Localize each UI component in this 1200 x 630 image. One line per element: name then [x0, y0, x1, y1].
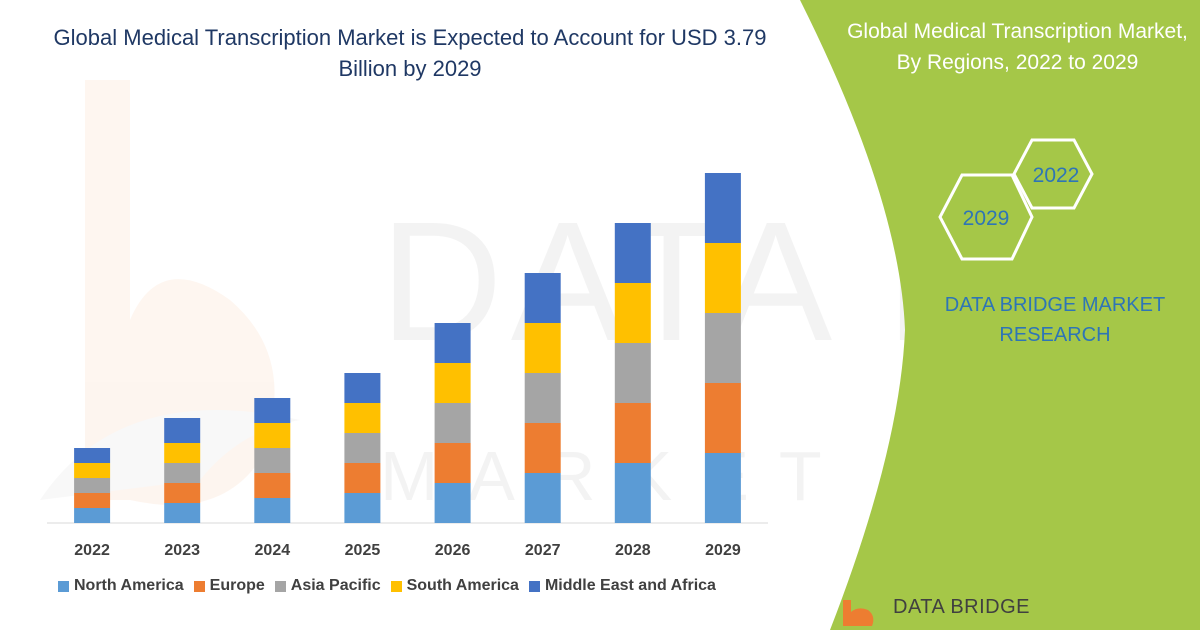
- footer-logo-icon: [843, 600, 874, 626]
- bar-2027-asia-pacific: [524, 373, 561, 423]
- bar-2027-middle-east-and-africa: [524, 273, 561, 323]
- legend-label: Europe: [209, 577, 265, 594]
- bar-2028-asia-pacific: [614, 343, 651, 403]
- bar-2025-middle-east-and-africa: [344, 373, 381, 403]
- bar-2029-europe: [704, 383, 741, 453]
- legend-swatch: [390, 580, 402, 592]
- bar-2022-asia-pacific: [74, 478, 111, 493]
- bar-2029-middle-east-and-africa: [704, 173, 741, 243]
- bar-2022-europe: [74, 493, 111, 508]
- x-tick-label: 2024: [255, 542, 291, 559]
- brand-name: DATA BRIDGE MARKET RESEARCH: [944, 294, 1166, 346]
- bar-2026-north-america: [434, 483, 471, 523]
- x-tick-label: 2026: [435, 542, 471, 559]
- bar-2027-north-america: [524, 473, 561, 523]
- bar-2028-north-america: [614, 463, 651, 523]
- hexagon-2022: 2022: [1012, 138, 1094, 210]
- bar-2025-north-america: [344, 493, 381, 523]
- bar-2024-asia-pacific: [254, 448, 291, 473]
- legend-item: Middle East and Africa: [528, 577, 716, 595]
- bar-2023-europe: [164, 483, 201, 503]
- bar-2025-south-america: [344, 403, 381, 433]
- legend-label: Middle East and Africa: [544, 577, 716, 594]
- legend-swatch: [528, 580, 540, 592]
- legend-item: Europe: [193, 577, 265, 595]
- bar-2026-asia-pacific: [434, 403, 471, 443]
- legend-label: South America: [406, 577, 519, 594]
- legend-item: South America: [390, 577, 519, 595]
- bar-2023-asia-pacific: [164, 463, 201, 483]
- x-tick-label: 2028: [615, 542, 651, 559]
- chart-title: Global Medical Transcription Market is E…: [53, 25, 767, 81]
- legend-swatch: [58, 580, 69, 592]
- x-tick-label: 2022: [74, 542, 110, 559]
- bar-2023-north-america: [164, 503, 201, 523]
- bar-2027-south-america: [524, 323, 561, 373]
- bar-2026-middle-east-and-africa: [434, 323, 471, 363]
- chart-legend: North America Europe Asia Pacific South Ame…: [58, 577, 726, 595]
- bar-2025-asia-pacific: [344, 433, 381, 463]
- footer-logo-text: DATA BRIDGE: [893, 596, 1031, 618]
- bar-2029-asia-pacific: [704, 313, 741, 383]
- bar-2025-europe: [344, 463, 381, 493]
- side-panel: [800, 0, 1200, 630]
- bar-2024-south-america: [254, 423, 291, 448]
- legend-item: North America: [58, 577, 184, 595]
- stacked-bar-chart: 2022 2023 2024 2025 2026 2027 2028 2029: [47, 173, 768, 559]
- bar-2028-europe: [614, 403, 651, 463]
- legend-swatch: [274, 580, 286, 592]
- bar-2026-europe: [434, 443, 471, 483]
- bar-2029-north-america: [704, 453, 741, 523]
- legend-item: Asia Pacific: [274, 577, 381, 595]
- x-tick-label: 2027: [525, 542, 561, 559]
- bar-2024-europe: [254, 473, 291, 498]
- hexagon-2029: 2029: [938, 173, 1034, 261]
- bar-2027-europe: [524, 423, 561, 473]
- hexagon-2022-label: 2022: [1033, 164, 1080, 187]
- bar-2026-south-america: [434, 363, 471, 403]
- legend-label: North America: [74, 577, 184, 594]
- x-tick-label: 2025: [345, 542, 381, 559]
- bar-2024-north-america: [254, 498, 291, 523]
- bar-2028-middle-east-and-africa: [614, 223, 651, 283]
- bar-2022-south-america: [74, 463, 111, 478]
- bar-2022-middle-east-and-africa: [74, 448, 111, 463]
- legend-swatch: [193, 580, 205, 592]
- bar-2023-south-america: [164, 443, 201, 463]
- x-tick-label: 2023: [164, 542, 200, 559]
- panel-title: Global Medical Transcription Market, By …: [847, 20, 1188, 74]
- bar-2023-middle-east-and-africa: [164, 418, 201, 443]
- bar-2028-south-america: [614, 283, 651, 343]
- hexagon-2029-label: 2029: [963, 207, 1010, 230]
- bar-2029-south-america: [704, 243, 741, 313]
- bar-2024-middle-east-and-africa: [254, 398, 291, 423]
- x-tick-label: 2029: [705, 542, 741, 559]
- legend-label: Asia Pacific: [290, 577, 381, 594]
- bar-2022-north-america: [74, 508, 111, 523]
